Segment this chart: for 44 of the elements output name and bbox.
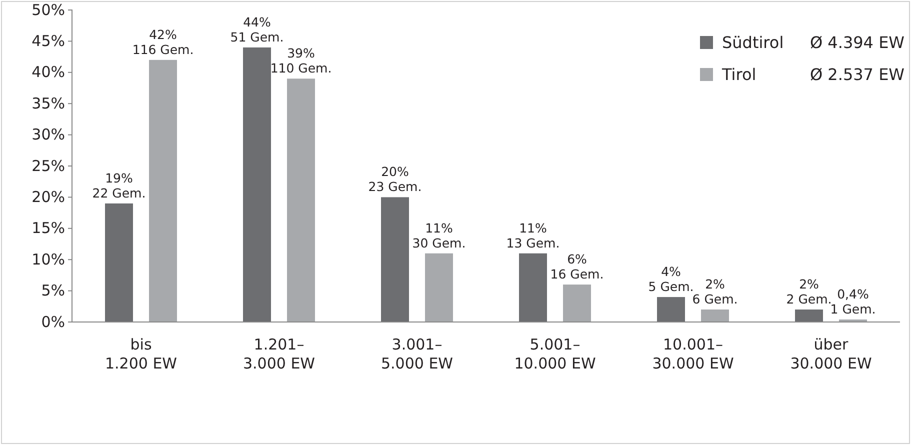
y-tick-label: 50% (32, 0, 65, 19)
bar (149, 60, 177, 322)
bar (243, 47, 271, 322)
x-tick-label: 10.001– 30.000 EW (652, 336, 734, 372)
y-tick-label: 25% (32, 156, 65, 175)
bar (425, 253, 453, 322)
x-tick-label: über 30.000 EW (790, 336, 872, 372)
x-tick-label: 5.001– 10.000 EW (514, 336, 596, 372)
data-label: 39% 110 Gem. (270, 46, 332, 76)
bar (381, 197, 409, 322)
bar (563, 284, 591, 322)
data-label: 2% 6 Gem. (692, 276, 738, 307)
y-tick-label: 0% (41, 312, 65, 331)
bar (795, 310, 823, 322)
bar (701, 310, 729, 322)
data-label: 42% 116 Gem. (132, 26, 194, 57)
y-tick-label: 35% (32, 94, 65, 112)
data-label: 20% 23 Gem. (368, 164, 422, 194)
data-label: 19% 22 Gem. (92, 170, 146, 200)
bar (105, 203, 133, 322)
annotation: Ø 2.537 EW (810, 65, 905, 84)
y-tick-label: 45% (32, 32, 65, 50)
x-tick-label: bis 1.200 EW (104, 336, 178, 372)
y-tick-label: 15% (32, 219, 65, 238)
data-label: 44% 51 Gem. (230, 14, 284, 44)
y-tick-label: 30% (32, 126, 65, 144)
legend-label: Südtirol (722, 33, 784, 52)
data-label: 11% 13 Gem. (506, 220, 560, 250)
bar (657, 297, 685, 322)
x-tick-label: 3.001– 5.000 EW (380, 336, 454, 372)
y-tick-label: 5% (41, 282, 65, 300)
data-label: 4% 5 Gem. (648, 264, 694, 294)
data-label: 11% 30 Gem. (412, 220, 466, 250)
bar (287, 78, 315, 322)
data-label: 2% 2 Gem. (786, 276, 832, 307)
y-tick-label: 20% (32, 188, 65, 206)
annotation: Ø 4.394 EW (810, 33, 905, 52)
data-label: 6% 16 Gem. (550, 252, 604, 282)
legend-label: Tirol (721, 65, 756, 84)
data-label: 0,4% 1 Gem. (830, 286, 876, 317)
y-tick-label: 10% (32, 250, 65, 268)
y-tick-label: 40% (32, 63, 65, 82)
x-tick-label: 1.201– 3.000 EW (242, 336, 316, 372)
bar (519, 253, 547, 322)
